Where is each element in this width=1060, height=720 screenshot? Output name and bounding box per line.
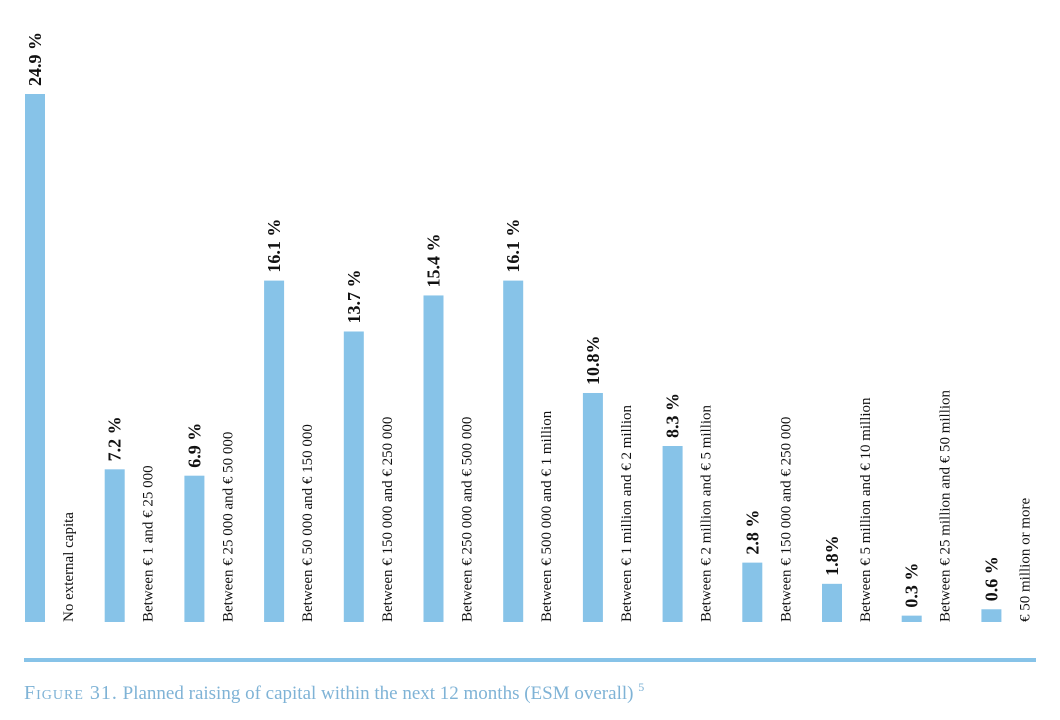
value-label-2: 6.9 %	[184, 423, 204, 468]
value-label-3: 16.1 %	[264, 219, 284, 273]
category-label-5: Between € 250 000 and € 500 000	[460, 417, 476, 622]
value-label-1: 7.2 %	[105, 416, 125, 461]
value-label-11: 0.3 %	[902, 563, 922, 608]
bar-0	[25, 94, 45, 622]
value-label-8: 8.3 %	[663, 393, 683, 438]
category-label-6: Between € 500 000 and € 1 million	[539, 410, 555, 622]
caption-text: Planned raising of capital within the ne…	[117, 683, 639, 704]
value-label-5: 15.4 %	[424, 233, 444, 287]
category-label-9: Between € 150 000 and € 250 000	[778, 417, 794, 622]
bar-9	[742, 562, 763, 622]
value-label-10: 1.8%	[822, 535, 842, 576]
bar-chart: 24.9 % No external capita 7.2 % Between € 1…	[25, 32, 1033, 622]
category-label-1: Between € 1 and € 25 000	[141, 465, 157, 622]
value-label-0: 24.9 %	[25, 32, 45, 86]
bar-6	[503, 280, 524, 622]
bar-2	[184, 475, 205, 622]
category-label-12: € 50 million or more	[1017, 498, 1033, 622]
category-label-7: Between € 1 million and € 2 million	[619, 404, 635, 622]
bar-8	[662, 446, 683, 622]
bar-1	[104, 469, 125, 622]
category-label-11: Between € 25 million and € 50 million	[938, 389, 954, 622]
figure-caption: Figure 31. Planned raising of capital wi…	[24, 680, 645, 705]
bar-5	[423, 295, 444, 622]
value-label-7: 10.8%	[583, 335, 603, 385]
category-label-0: No external capita	[61, 512, 77, 622]
category-label-8: Between € 2 million and € 5 million	[699, 404, 715, 622]
value-label-9: 2.8 %	[742, 510, 762, 555]
bar-10	[822, 583, 842, 622]
category-label-4: Between € 150 000 and € 250 000	[380, 417, 396, 622]
figure-label: Figure 31.	[24, 682, 118, 704]
category-label-2: Between € 25 000 and € 50 000	[220, 432, 236, 622]
category-label-3: Between € 50 000 and € 150 000	[300, 424, 316, 622]
chart-baseline	[24, 658, 1036, 662]
bar-12	[981, 609, 1002, 622]
value-label-12: 0.6 %	[981, 556, 1001, 601]
bar-4	[343, 331, 364, 622]
bar-11	[901, 615, 922, 622]
caption-footnote: 5	[638, 680, 645, 694]
value-label-6: 16.1 %	[503, 219, 523, 273]
bar-7	[582, 392, 603, 622]
bar-3	[264, 280, 285, 622]
value-label-4: 13.7 %	[344, 269, 364, 323]
category-label-10: Between € 5 million and € 10 million	[858, 397, 874, 622]
